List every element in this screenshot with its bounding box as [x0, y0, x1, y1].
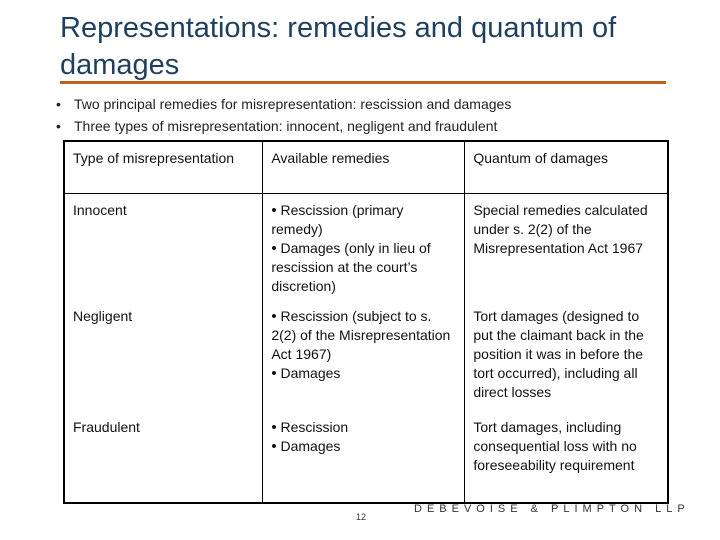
- remedy-text: Damages: [280, 438, 341, 454]
- cell-type: Fraudulent: [73, 419, 140, 435]
- remedy-text: Damages: [280, 365, 341, 381]
- bullet-icon: •: [271, 419, 277, 436]
- cell-quantum: Special remedies calculated under s. 2(2…: [464, 193, 668, 300]
- table-row: Fraudulent • Rescission • Damages Tort d…: [64, 411, 668, 503]
- bullet-icon: •: [271, 438, 277, 455]
- remedy-text: Damages (only in lieu of rescission at t…: [271, 239, 431, 294]
- remedy-text: Rescission (primary remedy): [271, 201, 404, 237]
- bullet-icon: •: [271, 239, 277, 257]
- header-quantum: Quantum of damages: [464, 141, 668, 193]
- header-type: Type of misrepresentation: [73, 150, 235, 166]
- bullet-text: Two principal remedies for misrepresenta…: [74, 96, 512, 112]
- remedy-text: Rescission: [280, 419, 349, 435]
- firm-logo: DEBEVOISE & PLIMPTON LLP: [414, 503, 690, 515]
- remedy-item: • Rescission: [271, 418, 456, 437]
- table-header-row: Type of misrepresentation Available reme…: [64, 141, 668, 193]
- bullet-list: • Two principal remedies for misrepresen…: [56, 93, 511, 137]
- cell-remedies: • Rescission • Damages: [262, 411, 465, 503]
- cell-type: Negligent: [73, 308, 133, 324]
- table-row: Innocent • Rescission (primary remedy) •…: [64, 193, 668, 300]
- table-row: Negligent • Rescission (subject to s. 2(…: [64, 300, 668, 411]
- bullet-icon: •: [271, 308, 277, 325]
- cell-type: Innocent: [73, 201, 127, 218]
- title-underline: [60, 81, 666, 84]
- bullet-item: • Three types of misrepresentation: inno…: [56, 115, 511, 137]
- remedy-item: • Damages (only in lieu of rescission at…: [271, 239, 456, 296]
- bullet-item: • Two principal remedies for misrepresen…: [56, 93, 511, 115]
- remedy-text: Rescission (subject to s. 2(2) of the Mi…: [271, 308, 451, 362]
- remedy-item: • Damages: [271, 437, 456, 456]
- bullet-text: Three types of misrepresentation: innoce…: [74, 118, 498, 134]
- cell-quantum: Tort damages, including consequential lo…: [464, 411, 668, 503]
- cell-remedies: • Rescission (primary remedy) • Damages …: [262, 193, 465, 300]
- remedy-item: • Damages: [271, 364, 456, 383]
- remedies-table: Type of misrepresentation Available reme…: [63, 140, 669, 504]
- slide-title: Representations: remedies and quantum of…: [60, 12, 617, 81]
- bullet-icon: •: [271, 365, 277, 382]
- cell-quantum: Tort damages (designed to put the claima…: [464, 300, 668, 411]
- bullet-icon: •: [271, 201, 277, 219]
- bullet-icon: •: [56, 118, 61, 134]
- header-remedies: Available remedies: [262, 141, 465, 193]
- page-number: 12: [356, 512, 367, 522]
- remedy-item: • Rescission (primary remedy): [271, 201, 456, 239]
- remedy-item: • Rescission (subject to s. 2(2) of the …: [271, 307, 456, 364]
- cell-remedies: • Rescission (subject to s. 2(2) of the …: [262, 300, 465, 411]
- bullet-icon: •: [56, 96, 61, 112]
